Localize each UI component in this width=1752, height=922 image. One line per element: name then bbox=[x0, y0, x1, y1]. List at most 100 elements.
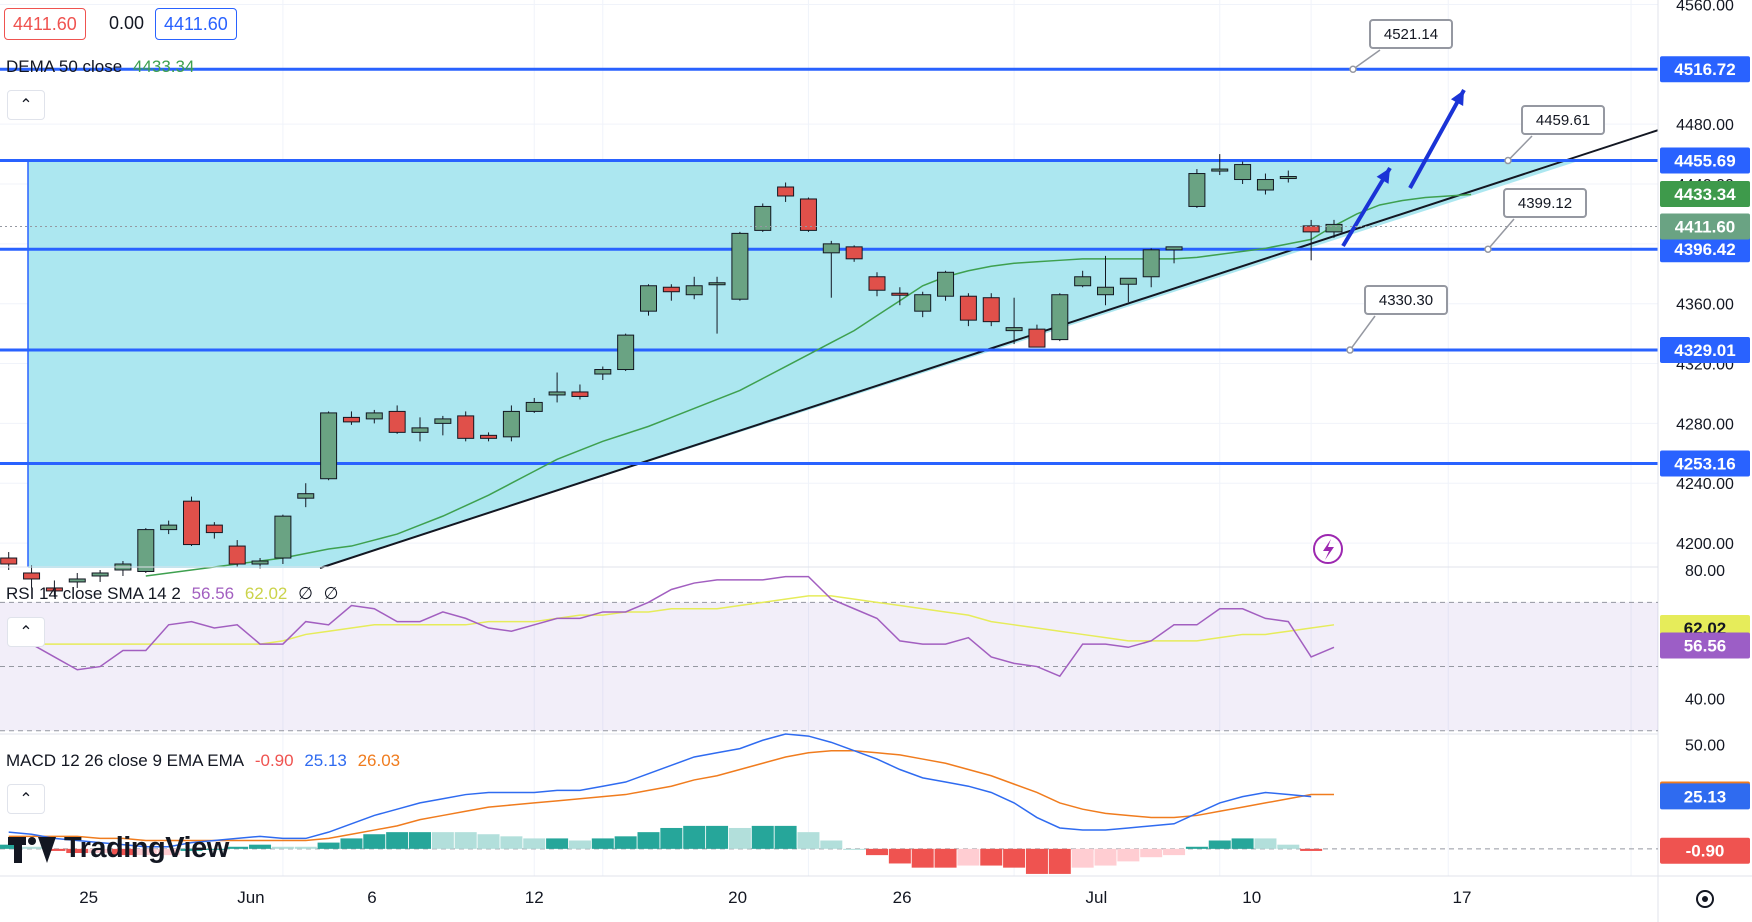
key-level-badge-3-bg bbox=[1660, 337, 1750, 364]
macd-histogram-bar bbox=[568, 840, 591, 849]
key-level-badge-4: 4253.16 bbox=[1674, 455, 1735, 474]
candle-body bbox=[365, 412, 383, 420]
time-tick-label: 25 bbox=[79, 888, 98, 907]
macd-histogram-bar bbox=[317, 842, 340, 849]
settings-icon bbox=[1696, 890, 1714, 908]
macd-histogram-bar bbox=[111, 848, 134, 856]
candle-body bbox=[548, 391, 566, 396]
candle-body bbox=[982, 297, 1000, 323]
macd-histogram-bar bbox=[89, 848, 112, 854]
collapse-rsi-button[interactable]: ⌃ bbox=[7, 617, 45, 647]
price-tick-label: 4560.00 bbox=[1676, 0, 1734, 14]
macd-histogram-bar bbox=[1254, 838, 1277, 849]
callout-box-3 bbox=[1364, 285, 1448, 315]
macd-histogram-bar bbox=[180, 848, 203, 851]
callout-label-1: 4459.61 bbox=[1536, 112, 1590, 129]
macd-signal-legend-value: 26.03 bbox=[357, 751, 401, 770]
bid-price-box[interactable]: 4411.60 bbox=[4, 8, 86, 40]
price-tick-label: 4200.00 bbox=[1676, 536, 1734, 553]
price-badge-0-bg bbox=[1660, 180, 1750, 207]
time-tick-label: Jul bbox=[1085, 888, 1107, 907]
key-level-badge-1-bg bbox=[1660, 147, 1750, 174]
candle-body bbox=[1005, 327, 1023, 332]
callout-leader-3 bbox=[1349, 315, 1376, 351]
candle-body bbox=[388, 410, 406, 433]
macd-histogram-bar bbox=[1185, 846, 1208, 849]
rsi-sma-line bbox=[8, 595, 1335, 645]
collapse-macd-button[interactable]: ⌃ bbox=[7, 784, 45, 814]
callout-label-3: 4330.30 bbox=[1379, 292, 1433, 309]
candle-body bbox=[0, 557, 18, 565]
price-tick-label: 4280.00 bbox=[1676, 416, 1734, 433]
candle-body bbox=[777, 186, 795, 197]
macd-histogram-bar bbox=[157, 848, 180, 856]
candle-body bbox=[640, 285, 657, 312]
macd-histogram-bar bbox=[888, 848, 911, 864]
key-level-badge-0: 4516.72 bbox=[1674, 60, 1735, 79]
macd-legend-value: 25.13 bbox=[304, 751, 347, 770]
candle-body bbox=[457, 415, 475, 439]
rsi-legend[interactable]: RSI 14 close SMA 14 2 56.56 62.02 ∅ ∅ bbox=[6, 584, 344, 604]
macd-histogram-bar bbox=[20, 846, 43, 849]
rsi-legend-extra2: ∅ bbox=[323, 584, 339, 603]
candle-body bbox=[1119, 277, 1137, 285]
chevron-up-icon: ⌃ bbox=[19, 624, 33, 641]
macd-histogram-bar bbox=[294, 846, 317, 849]
candle-body bbox=[685, 285, 703, 296]
rsi-line bbox=[8, 575, 1335, 678]
projection-arrow-head-1 bbox=[1450, 90, 1464, 106]
chevron-up-icon: ⌃ bbox=[19, 791, 33, 808]
candle-body bbox=[137, 529, 155, 572]
channel-fill bbox=[28, 160, 1580, 568]
macd-histogram-bar bbox=[66, 848, 89, 854]
macd-histogram-bar bbox=[706, 825, 729, 849]
key-level-badge-3: 4329.01 bbox=[1674, 341, 1735, 360]
candle-body bbox=[45, 587, 63, 592]
callout-anchor-3 bbox=[1346, 346, 1354, 354]
macd-hist-badge-bg bbox=[1660, 837, 1750, 864]
projection-arrow-0 bbox=[1341, 166, 1392, 248]
macd-histogram-bar bbox=[363, 834, 386, 849]
macd-histogram-bar bbox=[843, 848, 866, 850]
key-level-badge-0-bg bbox=[1660, 56, 1750, 83]
candle-body bbox=[1211, 168, 1229, 172]
tradingview-logo[interactable]: TradingView bbox=[8, 830, 229, 866]
macd-histogram-bar bbox=[614, 836, 637, 849]
macd-histogram-bar bbox=[0, 844, 20, 849]
macd-badge-bg bbox=[1660, 783, 1750, 810]
key-level-badge-1: 4455.69 bbox=[1674, 152, 1735, 171]
chevron-up-icon: ⌃ bbox=[19, 97, 33, 114]
ask-price-box[interactable]: 4411.60 bbox=[155, 8, 237, 40]
candle-body bbox=[434, 418, 452, 424]
macd-histogram-bar bbox=[1300, 848, 1323, 851]
rsi-legend-label: RSI 14 close SMA 14 2 bbox=[6, 584, 181, 603]
macd-histogram-bar bbox=[454, 832, 477, 849]
macd-histogram-bar bbox=[1094, 848, 1117, 866]
candle-body bbox=[1256, 179, 1274, 191]
macd-tick-label: 50.00 bbox=[1685, 737, 1725, 754]
dema-legend[interactable]: DEMA 50 close 4433.34 bbox=[6, 57, 200, 77]
macd-histogram-bar bbox=[431, 832, 454, 849]
candle-body bbox=[342, 416, 360, 423]
macd-histogram-bar bbox=[866, 848, 888, 856]
price-badge-1-bg bbox=[1660, 213, 1750, 240]
macd-histogram-bar bbox=[249, 844, 272, 849]
macd-histogram-bar bbox=[409, 832, 431, 849]
candle-body bbox=[1302, 225, 1320, 233]
macd-histogram-bar bbox=[1025, 848, 1048, 874]
macd-histogram-bar bbox=[820, 840, 843, 849]
time-tick-label: 10 bbox=[1242, 888, 1261, 907]
macd-histogram-bar bbox=[134, 848, 157, 856]
macd-histogram-bar bbox=[1231, 838, 1254, 849]
macd-histogram-bar bbox=[340, 838, 363, 849]
macd-legend[interactable]: MACD 12 26 close 9 EMA EMA -0.90 25.13 2… bbox=[6, 751, 406, 771]
candle-body bbox=[320, 412, 338, 480]
candle-body bbox=[1279, 176, 1297, 180]
dema-legend-value: 4433.34 bbox=[132, 57, 195, 76]
macd-histogram-bar bbox=[226, 846, 249, 849]
candle-body bbox=[183, 500, 200, 546]
collapse-main-button[interactable]: ⌃ bbox=[7, 90, 45, 120]
time-tick-label: 26 bbox=[893, 888, 912, 907]
macd-histogram-bar bbox=[523, 838, 546, 849]
